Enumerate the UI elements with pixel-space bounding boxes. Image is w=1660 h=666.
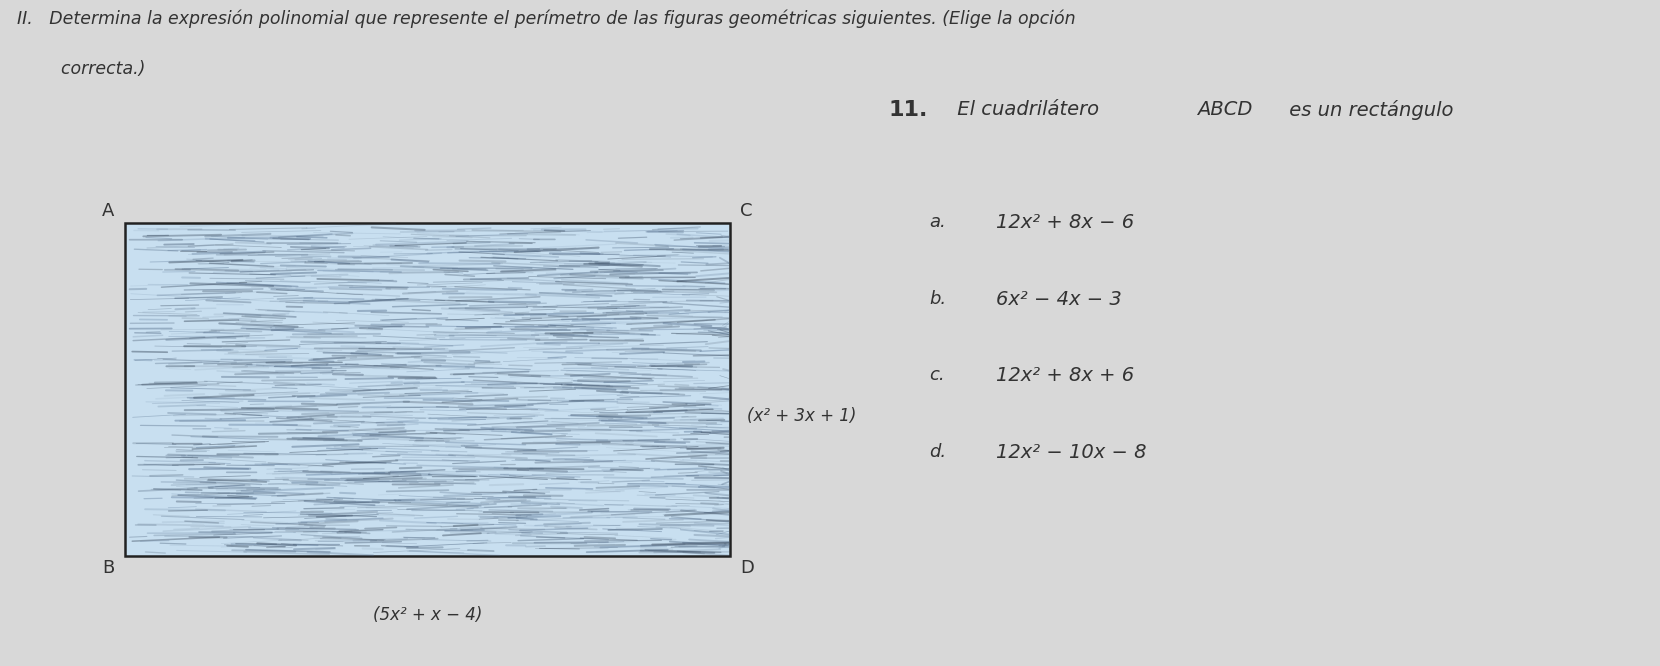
Text: correcta.): correcta.): [17, 60, 144, 78]
Text: (x² + 3x + 1): (x² + 3x + 1): [747, 407, 857, 426]
Text: A: A: [103, 202, 115, 220]
Text: 6x² − 4x − 3: 6x² − 4x − 3: [996, 290, 1122, 309]
Text: B: B: [103, 559, 115, 577]
Text: c.: c.: [930, 366, 945, 384]
Text: d.: d.: [930, 443, 946, 461]
Text: II.   Determina la expresión polinomial que represente el perímetro de las figur: II. Determina la expresión polinomial qu…: [17, 10, 1076, 29]
Text: 12x² + 8x + 6: 12x² + 8x + 6: [996, 366, 1134, 386]
Text: es un rectángulo: es un rectángulo: [1283, 100, 1454, 120]
Text: 11.: 11.: [888, 100, 928, 120]
Text: ABCD: ABCD: [1197, 100, 1252, 119]
Bar: [124, 223, 730, 556]
Text: El cuadrilátero: El cuadrilátero: [951, 100, 1106, 119]
Text: D: D: [740, 559, 754, 577]
Text: 12x² + 8x − 6: 12x² + 8x − 6: [996, 213, 1134, 232]
Text: b.: b.: [930, 290, 946, 308]
Text: 12x² − 10x − 8: 12x² − 10x − 8: [996, 443, 1147, 462]
Text: (5x² + x − 4): (5x² + x − 4): [374, 606, 481, 624]
Text: a.: a.: [930, 213, 946, 231]
Text: C: C: [740, 202, 754, 220]
